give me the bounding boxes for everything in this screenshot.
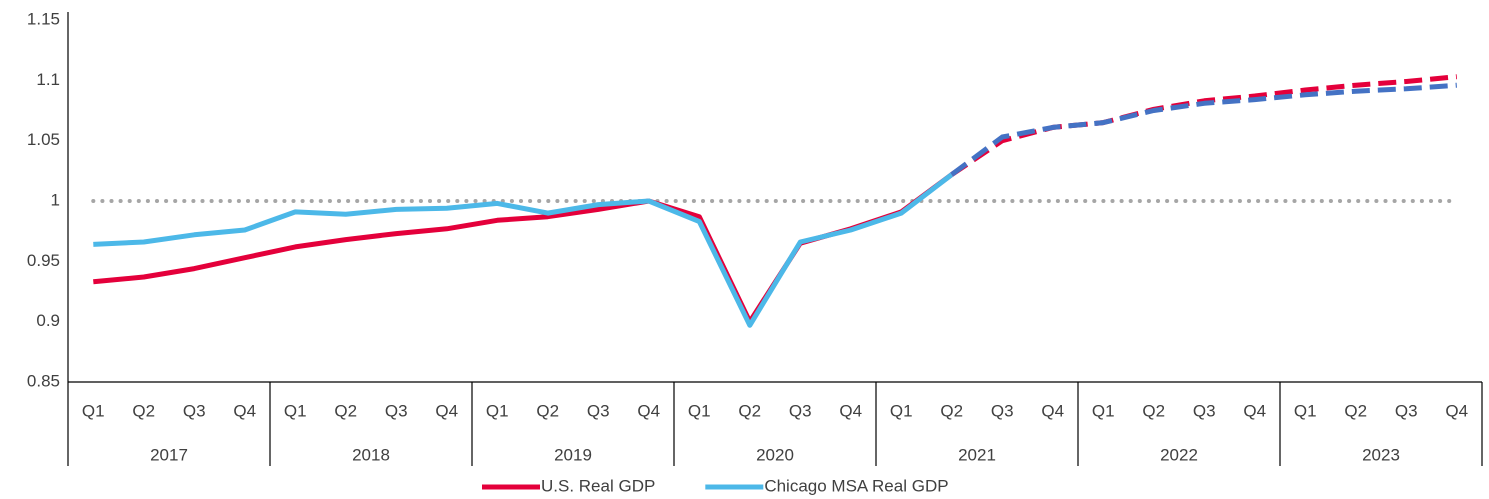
x-tick-label: Q4 [233,401,256,420]
x-tick-label: Q4 [1445,401,1468,420]
x-tick-label: Q4 [1041,401,1064,420]
x-tick-label: Q2 [536,401,559,420]
y-tick-label: 0.9 [36,311,60,330]
x-group-label: 2019 [554,445,592,464]
x-tick-label: Q2 [1142,401,1165,420]
x-tick-label: Q2 [1344,401,1367,420]
x-tick-label: Q3 [183,401,206,420]
legend-label: U.S. Real GDP [541,476,655,495]
x-tick-label: Q3 [385,401,408,420]
y-tick-label: 1 [51,190,60,209]
x-tick-label: Q4 [839,401,862,420]
series-line [93,172,954,328]
x-tick-label: Q2 [132,401,155,420]
x-tick-label: Q3 [1193,401,1216,420]
x-tick-label: Q1 [688,401,711,420]
x-tick-label: Q2 [738,401,761,420]
x-tick-label: Q3 [1395,401,1418,420]
x-tick-label: Q4 [637,401,660,420]
x-tick-label: Q4 [435,401,458,420]
x-tick-label: Q3 [789,401,812,420]
x-tick-label: Q4 [1243,401,1266,420]
x-tick-label: Q1 [1294,401,1317,420]
x-group-label: 2017 [150,445,188,464]
y-tick-label: 0.85 [27,371,60,390]
x-tick-label: Q3 [587,401,610,420]
y-tick-label: 0.95 [27,251,60,270]
forecast-line [950,82,1457,177]
x-tick-label: Q1 [284,401,307,420]
x-tick-label: Q1 [890,401,913,420]
x-tick-label: Q2 [940,401,963,420]
x-group-label: 2018 [352,445,390,464]
series-line [93,172,954,325]
x-group-label: 2021 [958,445,996,464]
x-group-label: 2022 [1160,445,1198,464]
x-tick-label: Q1 [486,401,509,420]
x-tick-label: Q3 [991,401,1014,420]
y-tick-label: 1.05 [27,130,60,149]
x-group-label: 2020 [756,445,794,464]
x-tick-label: Q1 [82,401,105,420]
x-group-label: 2023 [1362,445,1400,464]
y-tick-label: 1.1 [36,70,60,89]
x-tick-label: Q2 [334,401,357,420]
x-tick-label: Q1 [1092,401,1115,420]
legend-label: Chicago MSA Real GDP [764,476,948,495]
y-tick-label: 1.15 [27,9,60,28]
